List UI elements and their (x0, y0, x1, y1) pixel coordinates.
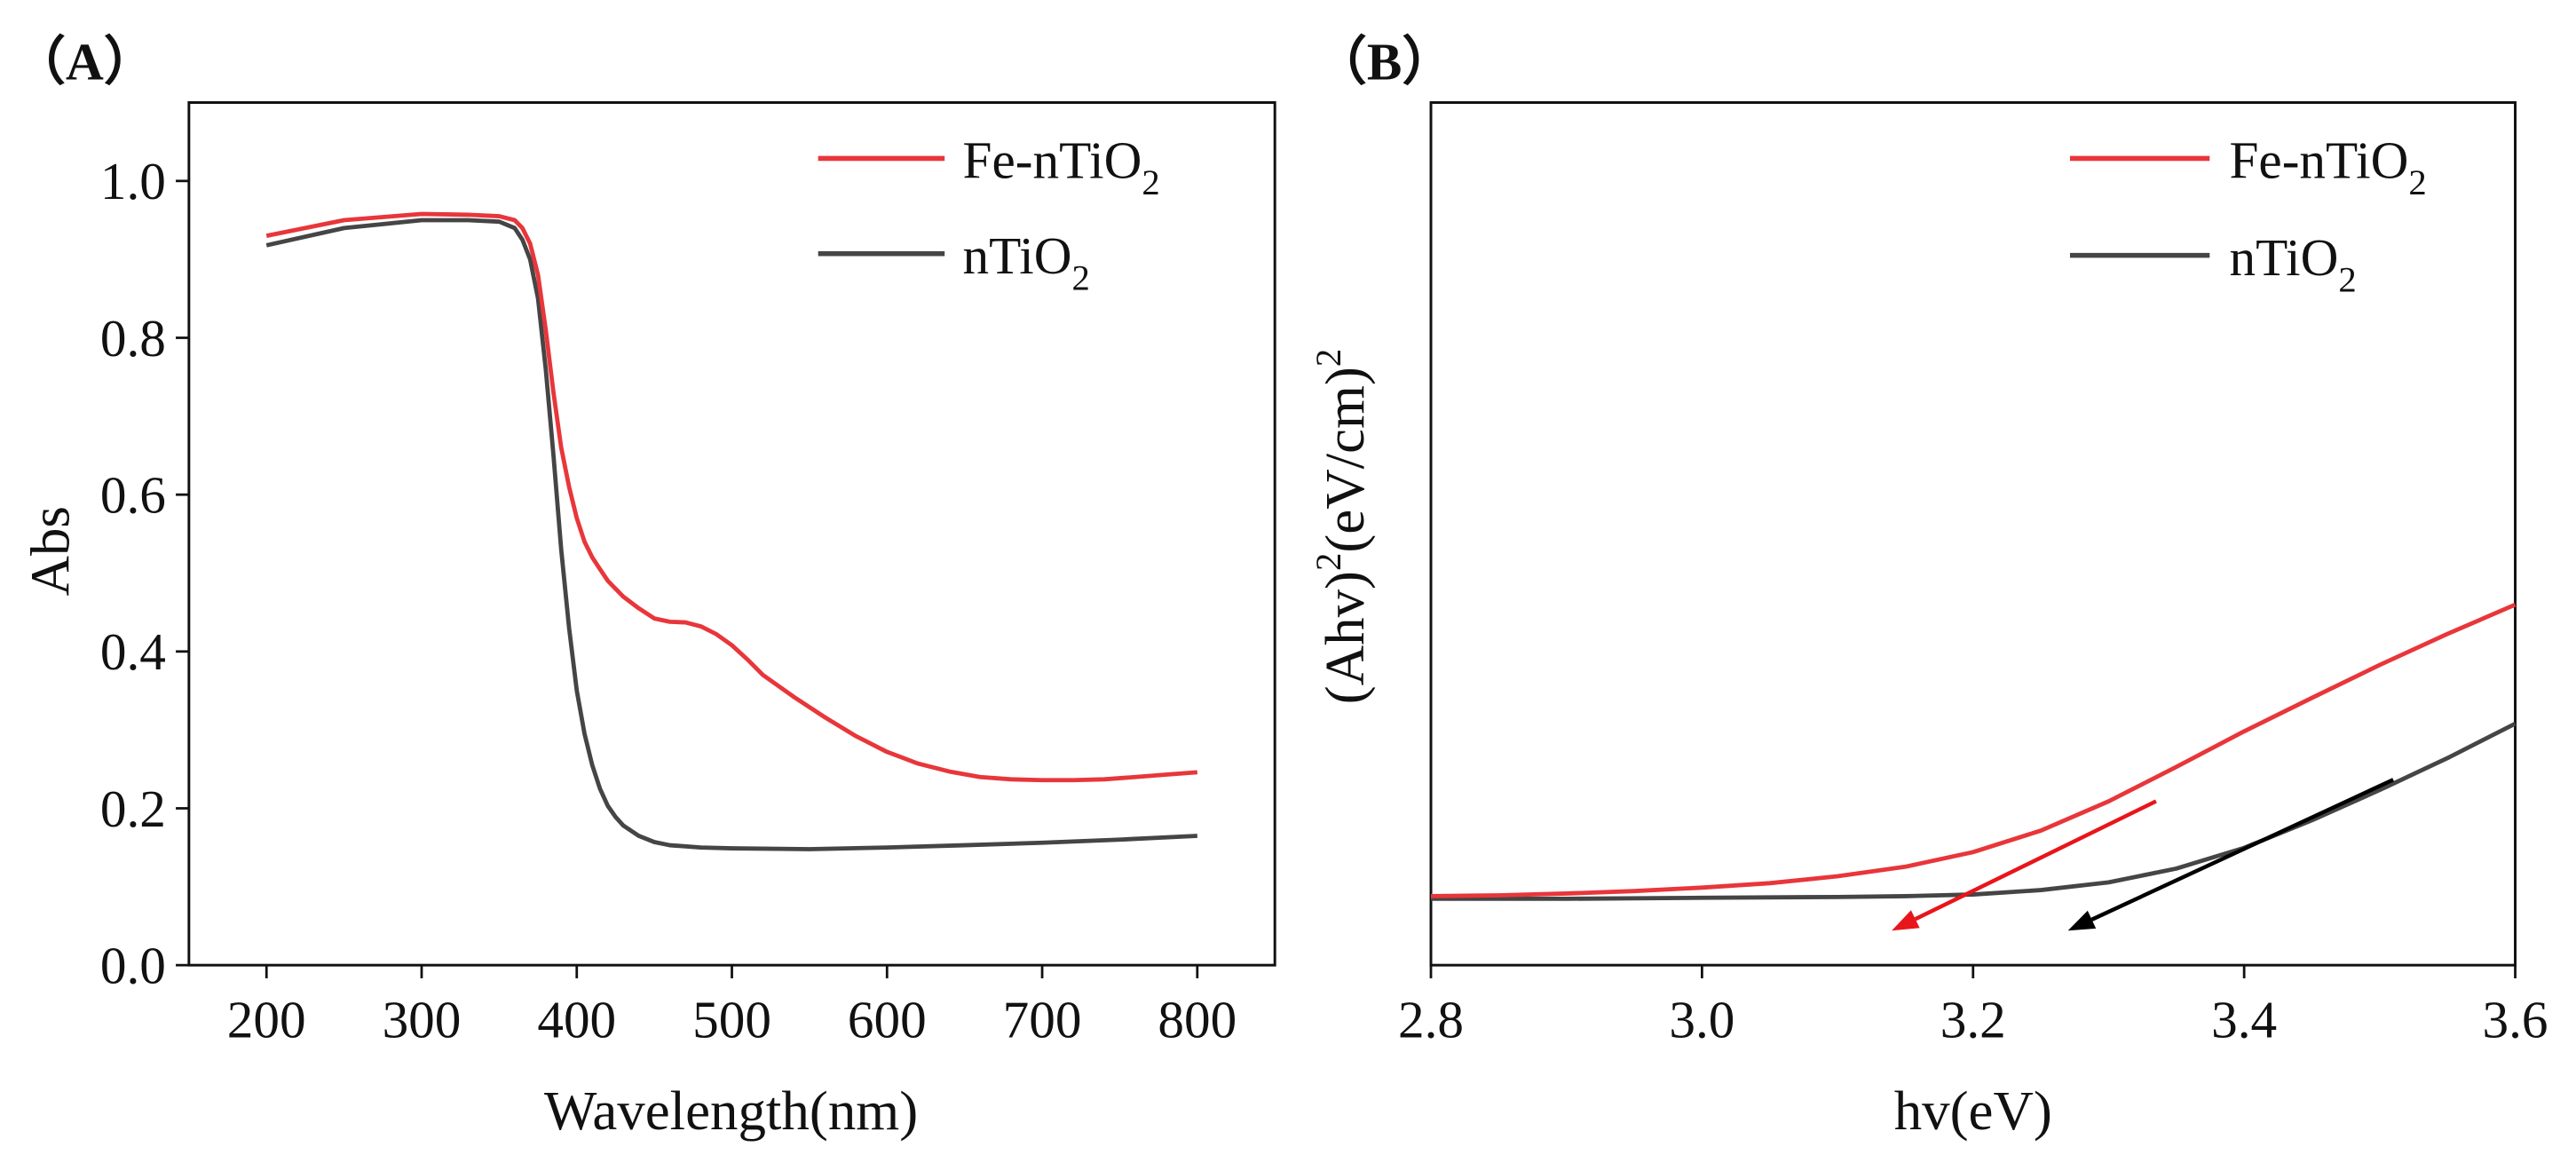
panel-a-label: （A） (13, 33, 156, 91)
arrow-head (1892, 910, 1920, 931)
legend-label-sub: 2 (1071, 257, 1089, 297)
x-tick-label: 800 (1158, 991, 1237, 1049)
panel-a-x-axis-label: Wavelength(nm) (544, 1080, 918, 1142)
series-line-fe-ntio2 (265, 211, 1198, 783)
panel-a-plot-frame (187, 101, 1276, 967)
y-tick-label: 0.6 (100, 466, 166, 525)
x-tick-label: 200 (227, 991, 306, 1049)
legend-label-sub: 2 (1142, 162, 1159, 202)
panel-a-ticks: 200 300 400 500 600 700 800 0.0 0.2 0.4 0.6 0.8 1.0 (100, 152, 1237, 1048)
panel-a-legend: Fe-nTiO2 nTiO2 (818, 131, 1160, 298)
y-tick-label: 0.8 (100, 309, 166, 368)
panel-b-arrows (1892, 778, 2395, 931)
arrow-head (2067, 910, 2097, 931)
arrow-shaft (2090, 778, 2395, 922)
x-tick-label: 3.6 (2483, 991, 2548, 1049)
series-line-ntio2 (265, 218, 1197, 851)
panel-b-ticks: 2.8 3.0 3.2 3.4 3.6 (1398, 965, 2548, 1049)
x-tick-label: 700 (1003, 991, 1082, 1049)
series-line-ntio2 (1431, 721, 2517, 901)
x-tick-label: 3.2 (1940, 991, 2006, 1049)
panel-b-y-axis-label: (Ahv)2(eV/cm)2 (1308, 349, 1376, 705)
panel-b-plot-frame (1429, 101, 2517, 967)
y-label-part-1: (Ahv) (1314, 571, 1376, 704)
x-tick-label: 3.0 (1669, 991, 1734, 1049)
panel-a-series (265, 211, 1198, 851)
panel-b: （B） 2.8 3.0 3.2 3.4 3.6 hv(eV) (Ahv)2(eV/cm)… (1308, 33, 2548, 1143)
legend-label-ntio2: nTiO2 (2229, 228, 2356, 300)
arrow-shaft (1914, 799, 2157, 922)
panel-b-x-axis-label: hv(eV) (1894, 1080, 2052, 1142)
y-label-sup-2: 2 (1308, 349, 1348, 367)
panel-b-label: （B） (1315, 33, 1455, 91)
legend-label-fe-ntio2: Fe-nTiO2 (2229, 131, 2426, 203)
legend-label-sub: 2 (2338, 259, 2356, 299)
x-tick-label: 500 (692, 991, 771, 1049)
panel-b-series (1430, 602, 2517, 901)
x-tick-label: 2.8 (1398, 991, 1464, 1049)
x-tick-label: 3.4 (2211, 991, 2277, 1049)
legend-label-fe-ntio2: Fe-nTiO2 (963, 131, 1160, 203)
panel-a: （A） 200 300 400 500 600 700 800 0.0 0.2 0.4 0.6 0.8… (13, 33, 1276, 1142)
x-tick-label: 600 (848, 991, 927, 1049)
legend-label-main: Fe-nTiO (963, 131, 1142, 190)
x-tick-label: 400 (537, 991, 616, 1049)
panel-b-legend: Fe-nTiO2 nTiO2 (2069, 131, 2427, 300)
y-label-part-2: (eV/cm) (1314, 367, 1376, 553)
y-tick-label: 0.0 (100, 937, 166, 995)
y-label-sup-1: 2 (1308, 553, 1348, 571)
legend-label-main: nTiO (2229, 228, 2338, 287)
legend-label-ntio2: nTiO2 (963, 226, 1090, 298)
y-tick-label: 0.4 (100, 622, 166, 681)
panel-a-y-axis-label: Abs (20, 506, 82, 596)
legend-label-main: Fe-nTiO (2229, 131, 2408, 190)
y-tick-label: 1.0 (100, 152, 166, 210)
series-line-fe-ntio2 (1430, 602, 2517, 898)
legend-label-sub: 2 (2408, 162, 2426, 202)
legend-label-main: nTiO (963, 226, 1072, 285)
x-tick-label: 300 (383, 991, 462, 1049)
y-tick-label: 0.2 (100, 779, 166, 838)
